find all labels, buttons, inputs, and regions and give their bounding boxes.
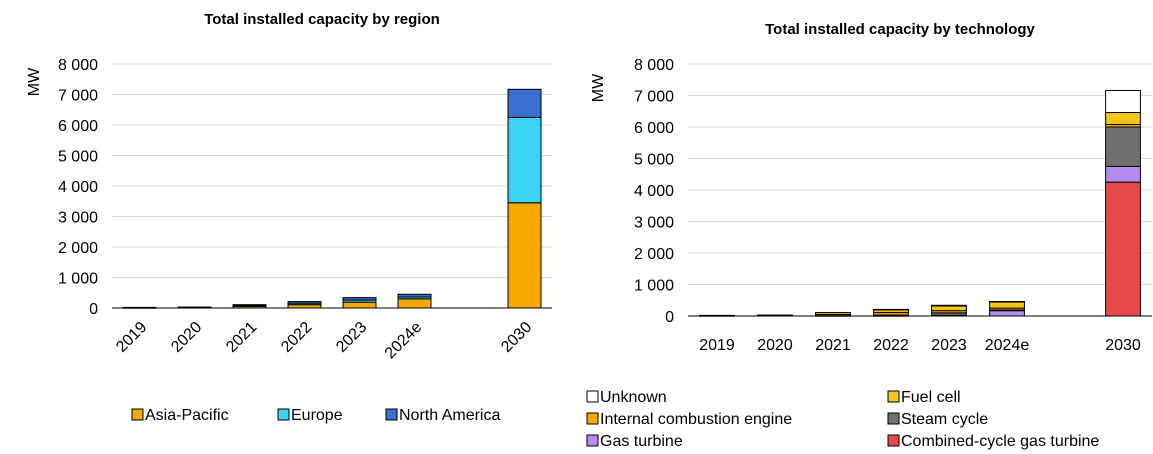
y-tick-label: 8 000 xyxy=(634,57,674,74)
y-tick-label: 3 000 xyxy=(634,215,674,232)
y-tick-labels: 0 1 000 2 000 3 000 4 000 5 000 6 000 7 000 8 00… xyxy=(58,57,98,318)
legend-swatch xyxy=(586,412,599,425)
bar-segment xyxy=(397,293,432,298)
x-tick-label: 2023 xyxy=(931,337,967,354)
bar-segment xyxy=(815,312,851,315)
chart-by-region: Total installed capacity by region MW 0 1… xyxy=(26,11,552,424)
y-tick-label: 8 000 xyxy=(58,57,98,74)
legend-label: Internal combustion engine xyxy=(600,411,792,428)
bar-segment xyxy=(397,298,432,309)
legend-swatch xyxy=(887,412,900,425)
y-tick-label: 0 xyxy=(89,301,98,318)
bar-segment xyxy=(1105,89,1141,114)
bar-segment xyxy=(287,301,322,304)
legend: Asia-Pacific Europe North America xyxy=(131,407,500,424)
chart-by-technology: Total installed capacity by technology M… xyxy=(586,21,1152,450)
legend-swatch xyxy=(131,408,144,421)
y-tick-label: 7 000 xyxy=(58,88,98,105)
legend-swatch xyxy=(586,390,599,403)
bar-segment xyxy=(1105,181,1141,317)
y-tick-label: 3 000 xyxy=(58,210,98,227)
bar-segment xyxy=(931,305,967,312)
bar-segment xyxy=(507,202,542,309)
bar-segment xyxy=(931,304,967,307)
legend-swatch xyxy=(887,390,900,403)
y-tick-label: 6 000 xyxy=(634,120,674,137)
bars xyxy=(122,88,542,309)
bar-segment xyxy=(232,304,267,307)
y-tick-label: 4 000 xyxy=(58,179,98,196)
x-tick-label: 2020 xyxy=(168,319,205,356)
legend-swatch xyxy=(887,434,900,447)
bar-segment xyxy=(122,306,157,309)
x-tick-label: 2019 xyxy=(699,337,735,354)
legend-swatch xyxy=(586,434,599,447)
y-tick-labels: 0 1 000 2 000 3 000 4 000 5 000 6 000 7 000 8 00… xyxy=(634,57,674,326)
x-tick-label: 2030 xyxy=(1105,337,1141,354)
bars xyxy=(699,89,1141,317)
y-tick-label: 5 000 xyxy=(58,149,98,166)
y-axis-label: MW xyxy=(26,67,43,96)
y-axis-label: MW xyxy=(590,73,607,102)
legend-label: Steam cycle xyxy=(901,411,988,428)
x-tick-label: 2022 xyxy=(873,337,909,354)
chart-title: Total installed capacity by region xyxy=(204,11,440,28)
bar-segment xyxy=(287,304,322,309)
x-tick-labels: 2019 2020 2021 2022 2023 2024e 2030 xyxy=(699,337,1141,354)
bar-segment xyxy=(342,301,377,309)
y-tick-label: 6 000 xyxy=(58,118,98,135)
bar-segment xyxy=(757,314,793,317)
y-tick-label: 2 000 xyxy=(634,246,674,263)
bar-segment xyxy=(989,310,1025,317)
legend: Unknown Fuel cell Internal combustion engi… xyxy=(586,389,1099,450)
bar-segment xyxy=(1105,126,1141,167)
y-tick-label: 1 000 xyxy=(58,271,98,288)
y-tick-label: 5 000 xyxy=(634,152,674,169)
bar-segment xyxy=(989,301,1025,303)
bar-segment xyxy=(873,308,909,311)
bar-segment xyxy=(1105,112,1141,125)
legend-label: North America xyxy=(399,407,500,424)
x-tick-label: 2024e xyxy=(985,337,1030,354)
x-tick-label: 2030 xyxy=(498,319,535,356)
legend-label: Fuel cell xyxy=(901,389,961,406)
y-tick-label: 1 000 xyxy=(634,278,674,295)
legend-swatch xyxy=(385,408,398,421)
bar-segment xyxy=(1105,165,1141,183)
gridlines xyxy=(112,63,552,309)
x-tick-label: 2021 xyxy=(815,337,851,354)
bar-segment xyxy=(342,297,377,301)
legend-label: Combined-cycle gas turbine xyxy=(901,433,1099,450)
bar-segment xyxy=(989,301,1025,309)
bar-segment xyxy=(699,314,735,317)
x-tick-label: 2020 xyxy=(757,337,793,354)
bar-segment xyxy=(507,116,542,204)
y-tick-label: 4 000 xyxy=(634,183,674,200)
bar-segment xyxy=(507,88,542,118)
chart-title: Total installed capacity by technology xyxy=(765,21,1035,38)
legend-label: Asia-Pacific xyxy=(145,407,229,424)
x-tick-label: 2023 xyxy=(333,319,370,356)
bar-segment xyxy=(177,306,212,309)
x-tick-labels: 2019 2020 2021 2022 2023 2024e 2030 xyxy=(113,319,535,363)
y-tick-label: 2 000 xyxy=(58,240,98,257)
legend-label: Europe xyxy=(291,407,343,424)
gridlines xyxy=(688,63,1152,317)
x-tick-label: 2019 xyxy=(113,319,150,356)
legend-label: Unknown xyxy=(600,389,667,406)
x-tick-label: 2024e xyxy=(382,319,426,363)
y-tick-label: 0 xyxy=(665,309,674,326)
y-tick-label: 7 000 xyxy=(634,89,674,106)
legend-swatch xyxy=(277,408,290,421)
x-tick-label: 2022 xyxy=(278,319,315,356)
x-tick-label: 2021 xyxy=(223,319,260,356)
legend-label: Gas turbine xyxy=(600,433,683,450)
